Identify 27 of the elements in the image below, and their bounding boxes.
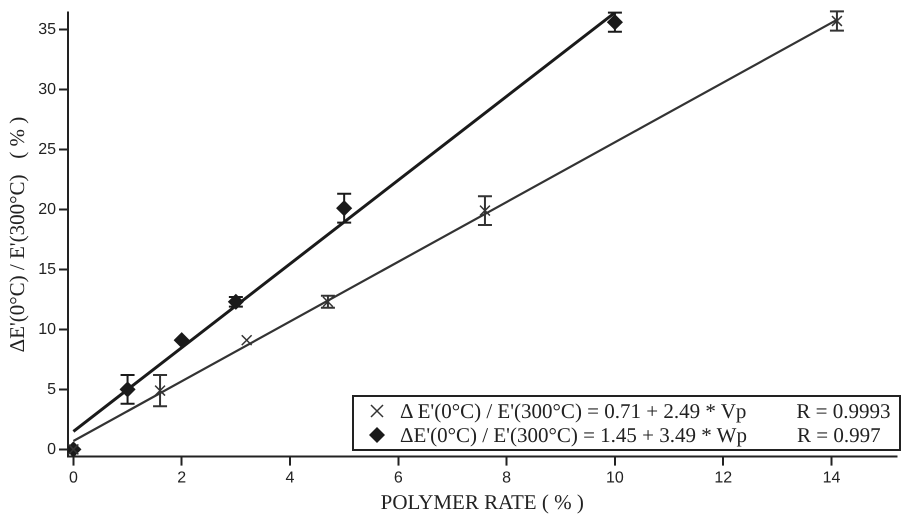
y-axis-title: ΔE'(0°C) / E'(300°C) ( % ) [5,116,30,352]
y-tick-label: 0 [47,440,56,458]
point [831,15,843,27]
y-tick-label: 15 [38,260,56,278]
x-tick-label: 6 [394,470,403,487]
y-tick-label: 25 [38,140,56,158]
x-axis-title: POLYMER RATE ( % ) [380,490,584,514]
x-tick-label: 10 [606,470,624,487]
point [174,332,190,348]
annotation: R = 0.9993 [796,398,891,423]
y-tick-label: 10 [38,320,56,338]
annotation: R = 0.997 [796,422,881,447]
x-tick-label: 12 [714,470,732,487]
y-tick-label: 35 [38,20,56,38]
x-tick-label: 14 [822,470,841,487]
y-tick-label: 30 [38,80,56,98]
x-tick-label: 0 [68,470,78,487]
point [240,334,252,346]
point [479,204,491,216]
x-tick-label: 8 [502,470,512,487]
x-tick-label: 2 [177,470,186,487]
y-tick-label: 20 [38,200,56,218]
x-tick-label: 4 [286,470,295,487]
y-tick-label: 5 [47,380,56,398]
point [154,384,166,396]
legend-label: ΔE'(0°C) / E'(300°C) = 1.45 + 3.49 * Wp [400,422,747,447]
legend-label: Δ E'(0°C) / E'(300°C) = 0.71 + 2.49 * Vp [400,398,746,423]
